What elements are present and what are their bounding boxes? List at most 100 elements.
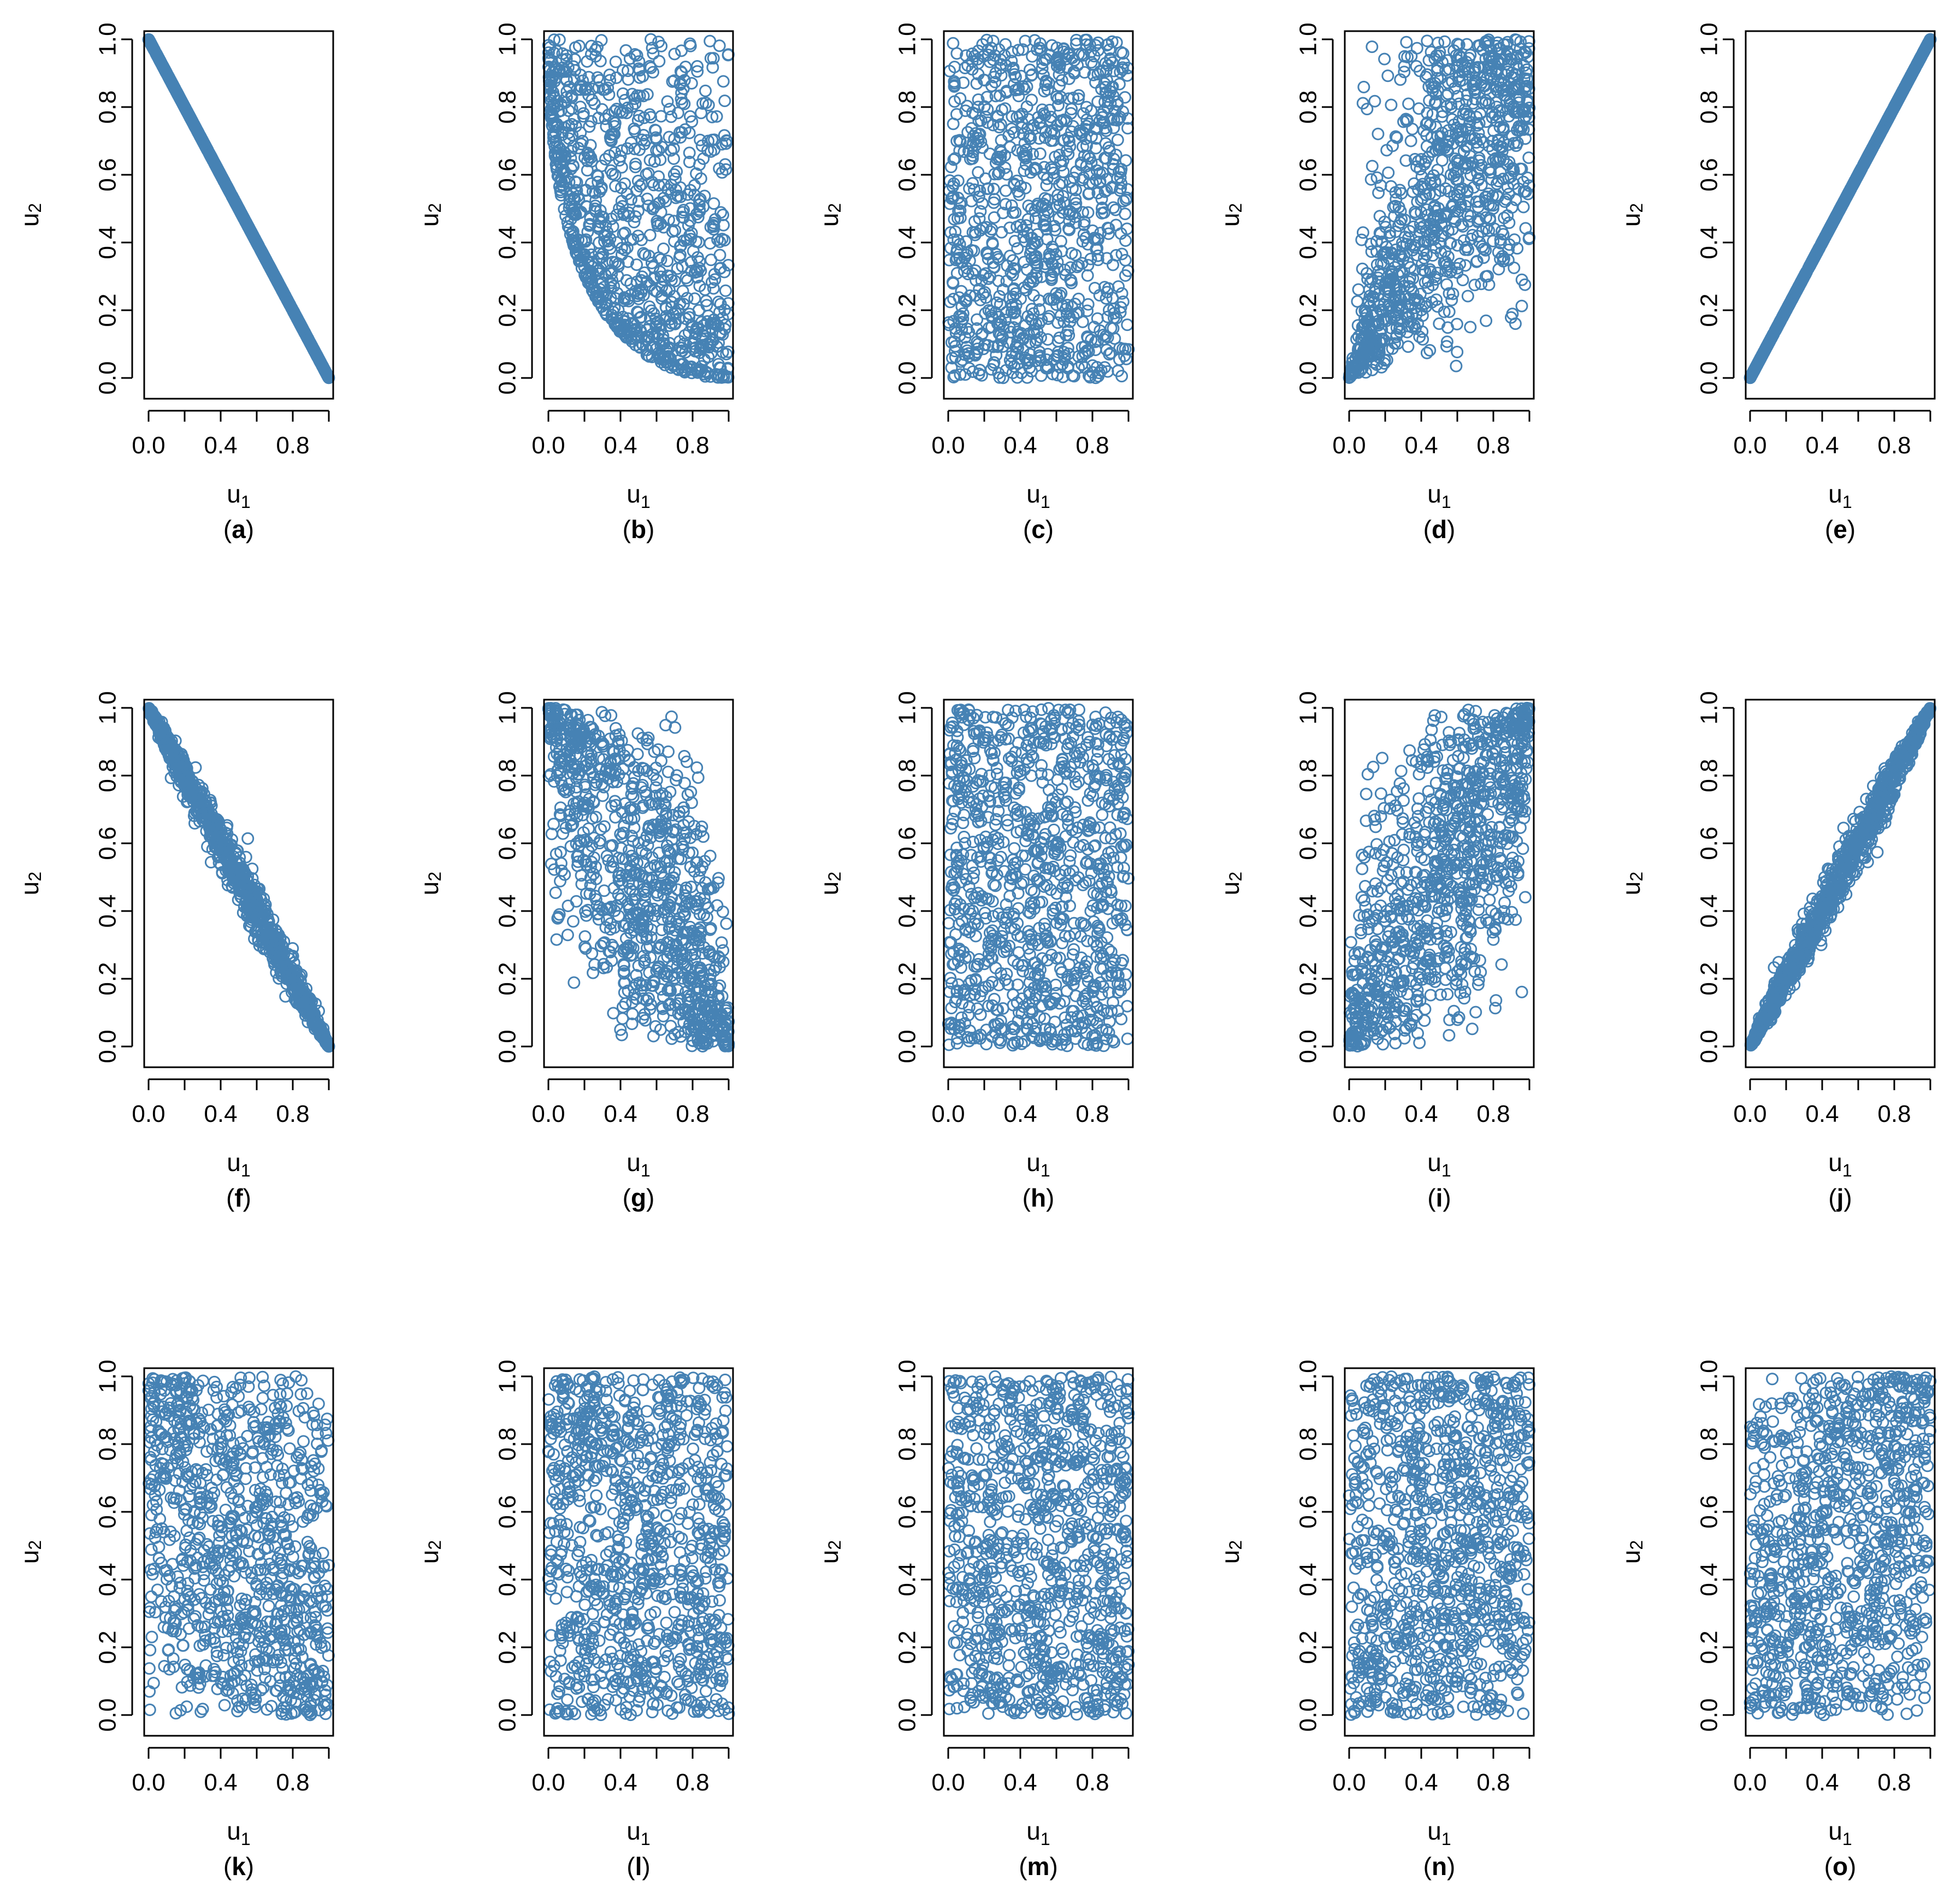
data-point bbox=[693, 305, 704, 316]
x-tick-label: 0.0 bbox=[931, 432, 965, 459]
y-tick-label: 0.6 bbox=[1295, 158, 1322, 191]
y-tick-label: 0.2 bbox=[94, 293, 121, 327]
point-group bbox=[143, 34, 334, 383]
x-axis-label: u1 bbox=[1026, 480, 1050, 512]
y-tick-label: 0.4 bbox=[1295, 226, 1322, 259]
point-group bbox=[543, 34, 734, 383]
x-tick-label: 0.8 bbox=[676, 432, 709, 459]
y-tick-label: 0.4 bbox=[94, 226, 121, 259]
data-point bbox=[662, 96, 673, 107]
data-point bbox=[582, 227, 593, 238]
data-point bbox=[706, 255, 717, 265]
y-tick-label: 0.0 bbox=[894, 361, 921, 394]
data-point bbox=[1077, 316, 1088, 327]
data-point bbox=[948, 38, 959, 49]
panel-tag: (c) bbox=[1023, 515, 1054, 543]
panel-letter: d bbox=[1432, 515, 1447, 543]
data-point bbox=[1457, 275, 1468, 286]
data-point bbox=[700, 85, 711, 96]
x-tick-label: 0.4 bbox=[1003, 432, 1037, 459]
x-axis-label-main: u bbox=[627, 480, 641, 508]
data-point bbox=[1122, 320, 1133, 330]
y-axis-label-main: u bbox=[15, 213, 44, 227]
y-axis-label: u2 bbox=[15, 203, 45, 227]
x-axis-label: u1 bbox=[227, 480, 250, 512]
y-tick-label: 0.8 bbox=[1295, 90, 1322, 123]
x-axis-label-subscript: 1 bbox=[1441, 492, 1451, 512]
x-axis-label: u1 bbox=[1427, 480, 1451, 512]
panel-tag: (d) bbox=[1423, 515, 1456, 543]
panel-tag: (b) bbox=[623, 515, 655, 543]
panel-letter: b bbox=[631, 515, 646, 543]
x-axis-label-main: u bbox=[1026, 480, 1041, 508]
data-point bbox=[689, 293, 700, 304]
data-point bbox=[1112, 134, 1123, 145]
data-point bbox=[973, 167, 984, 178]
data-point bbox=[1000, 185, 1011, 196]
point-group bbox=[1344, 34, 1535, 383]
data-point bbox=[1405, 135, 1416, 146]
y-tick-label: 1.0 bbox=[1295, 22, 1322, 56]
y-axis-label-subscript: 2 bbox=[25, 203, 45, 213]
data-point bbox=[1422, 36, 1433, 46]
y-axis-label-subscript: 2 bbox=[1226, 203, 1245, 213]
data-point bbox=[1092, 96, 1103, 107]
data-point bbox=[1367, 161, 1378, 172]
data-point bbox=[720, 285, 731, 296]
data-point bbox=[1509, 262, 1520, 273]
data-point bbox=[1401, 37, 1412, 48]
data-point bbox=[1417, 334, 1428, 345]
data-point bbox=[1108, 202, 1119, 213]
data-point bbox=[1414, 103, 1425, 114]
data-point bbox=[1382, 70, 1393, 81]
data-point bbox=[948, 119, 959, 129]
x-tick-label: 0.8 bbox=[1075, 432, 1109, 459]
data-point bbox=[1451, 360, 1462, 371]
y-tick-label: 0.0 bbox=[1295, 361, 1322, 394]
data-point bbox=[610, 56, 621, 67]
data-point bbox=[714, 40, 725, 51]
y-axis-label-main: u bbox=[415, 213, 444, 227]
scatter-panel-c: 0.0 0.4 0.80.00.20.40.60.81.0u1u2(c) bbox=[815, 22, 1134, 543]
data-point bbox=[1502, 210, 1513, 221]
data-point bbox=[960, 63, 971, 74]
y-tick-label: 0.8 bbox=[494, 90, 521, 123]
data-point bbox=[1445, 238, 1456, 249]
y-axis-label-subscript: 2 bbox=[425, 203, 445, 213]
data-point bbox=[1373, 128, 1384, 139]
y-tick-label: 0.2 bbox=[1295, 293, 1322, 327]
data-point bbox=[1019, 165, 1030, 176]
x-tick-label: 0.4 bbox=[1404, 432, 1438, 459]
data-point bbox=[1425, 345, 1435, 356]
data-point bbox=[1042, 334, 1053, 345]
x-axis-label-main: u bbox=[227, 480, 241, 508]
x-tick-label: 0.8 bbox=[276, 432, 309, 459]
y-tick-label: 0.0 bbox=[494, 361, 521, 394]
x-tick-label: 0.0 bbox=[531, 432, 565, 459]
y-axis-label-main: u bbox=[1216, 213, 1244, 227]
data-point bbox=[655, 111, 666, 122]
data-point bbox=[1462, 291, 1473, 301]
panel-letter: a bbox=[232, 515, 246, 543]
data-point bbox=[952, 268, 962, 279]
y-tick-label: 1.0 bbox=[494, 22, 521, 56]
data-point bbox=[1403, 341, 1414, 352]
data-point bbox=[1357, 227, 1368, 238]
data-point bbox=[1101, 293, 1112, 304]
data-point bbox=[1082, 270, 1093, 281]
data-point bbox=[1516, 300, 1527, 311]
data-point bbox=[1437, 155, 1447, 166]
data-point bbox=[611, 72, 622, 83]
x-tick-label: 0.0 bbox=[132, 432, 165, 459]
y-tick-label: 0.4 bbox=[494, 226, 521, 259]
x-axis-label: u1 bbox=[627, 480, 650, 512]
x-axis-label-subscript: 1 bbox=[641, 492, 651, 512]
y-tick-label: 0.4 bbox=[894, 226, 921, 259]
data-point bbox=[1403, 98, 1414, 109]
data-point bbox=[1523, 152, 1534, 163]
data-point bbox=[616, 162, 627, 173]
y-tick-label: 1.0 bbox=[94, 22, 121, 56]
scatter-panel-d: 0.0 0.4 0.80.00.20.40.60.81.0u1u2(d) bbox=[1216, 22, 1535, 543]
